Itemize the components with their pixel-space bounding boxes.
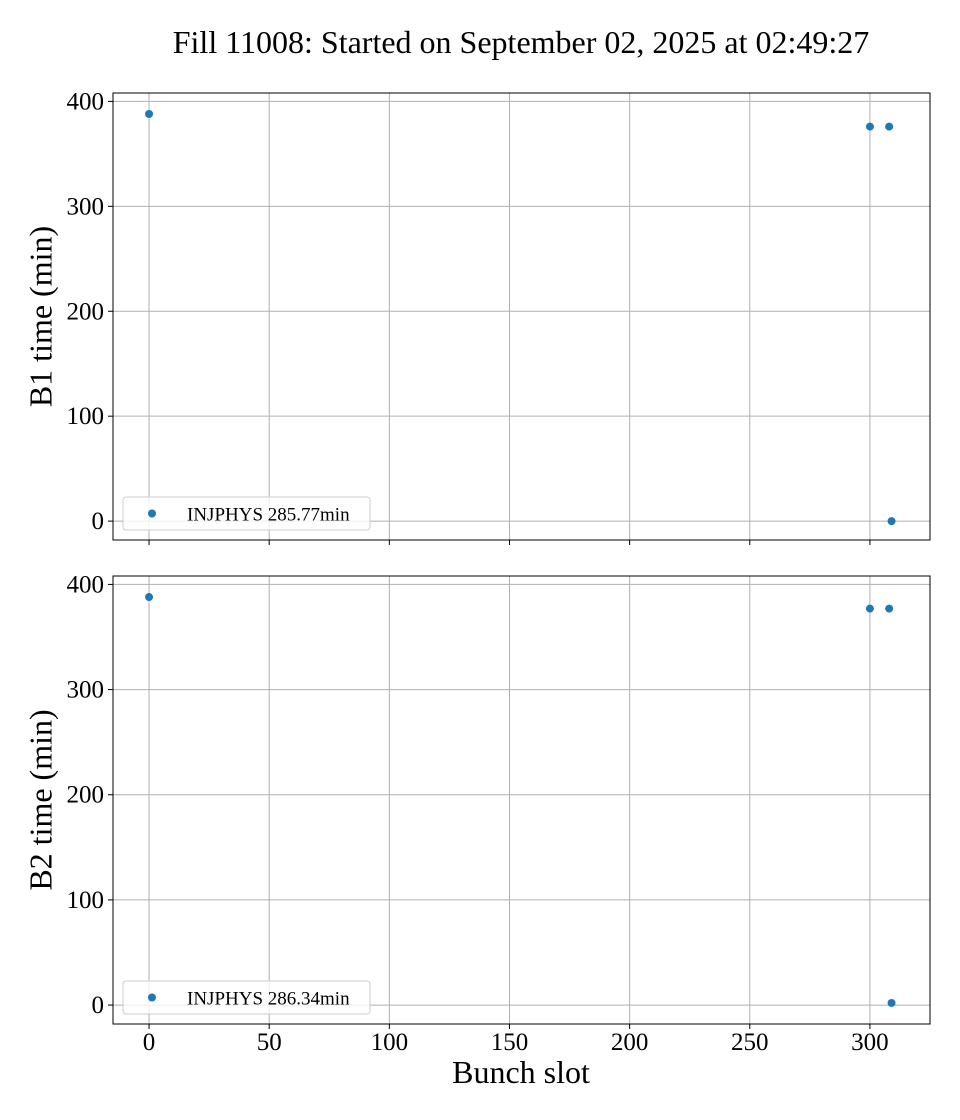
grid-b2 <box>113 576 930 1024</box>
data-point <box>865 122 874 131</box>
data-point <box>145 593 154 602</box>
x-tick-label: 150 <box>491 1029 529 1056</box>
chart-title: Fill 11008: Started on September 02, 202… <box>173 24 870 60</box>
y-tick-label: 200 <box>67 782 105 809</box>
legend-box-b2 <box>122 980 371 1015</box>
ticks-b1: 0 100 200 300 400 <box>67 88 871 545</box>
x-tick-label: 50 <box>257 1029 282 1056</box>
legend-label-b1: INJPHYS 285.77min <box>187 505 350 526</box>
marks-b1 <box>145 109 896 526</box>
data-point <box>885 604 894 613</box>
legend-box-b1 <box>122 496 371 531</box>
legend-b1: INJPHYS 285.77min <box>122 496 371 531</box>
grid-b1 <box>113 93 930 540</box>
legend-label-b2: INJPHYS 286.34min <box>187 989 350 1010</box>
y-tick-label: 0 <box>92 992 105 1019</box>
y-tick-label: 300 <box>67 193 105 220</box>
x-tick-label: 0 <box>143 1029 156 1056</box>
y-tick-label: 200 <box>67 298 105 325</box>
panel-b1: 0 100 200 300 400 B1 time (min) INJPHYS 285.… <box>22 88 931 545</box>
x-axis-label: Bunch slot <box>452 1054 590 1090</box>
y-tick-label: 400 <box>67 88 105 115</box>
y-tick-label: 0 <box>92 508 105 535</box>
y-tick-label: 300 <box>67 677 105 704</box>
y-axis-label-b1: B1 time (min) <box>22 226 58 407</box>
data-point <box>865 604 874 613</box>
legend-b2: INJPHYS 286.34min <box>122 980 371 1015</box>
y-tick-label: 100 <box>67 887 105 914</box>
x-tick-label: 300 <box>851 1029 889 1056</box>
axes-frame-b2 <box>112 575 931 1025</box>
panel-b2: 0 50 100 150 200 250 300 0 100 200 300 400 B2 time … <box>22 571 931 1056</box>
data-point <box>887 998 896 1007</box>
y-tick-label: 100 <box>67 403 105 430</box>
data-point <box>145 109 154 118</box>
y-tick-label: 400 <box>67 571 105 598</box>
axes-frame-b1 <box>112 92 931 541</box>
ticks-b2: 0 50 100 150 200 250 300 0 100 200 300 400 <box>67 571 889 1056</box>
y-axis-label-b2: B2 time (min) <box>22 709 58 890</box>
x-tick-label: 200 <box>611 1029 649 1056</box>
legend-marker-b2 <box>148 993 156 1002</box>
legend-marker-b1 <box>148 509 156 518</box>
marks-b2 <box>145 593 896 1007</box>
x-tick-label: 250 <box>731 1029 769 1056</box>
data-point <box>887 517 896 526</box>
x-tick-label: 100 <box>371 1029 409 1056</box>
data-point <box>885 122 894 131</box>
